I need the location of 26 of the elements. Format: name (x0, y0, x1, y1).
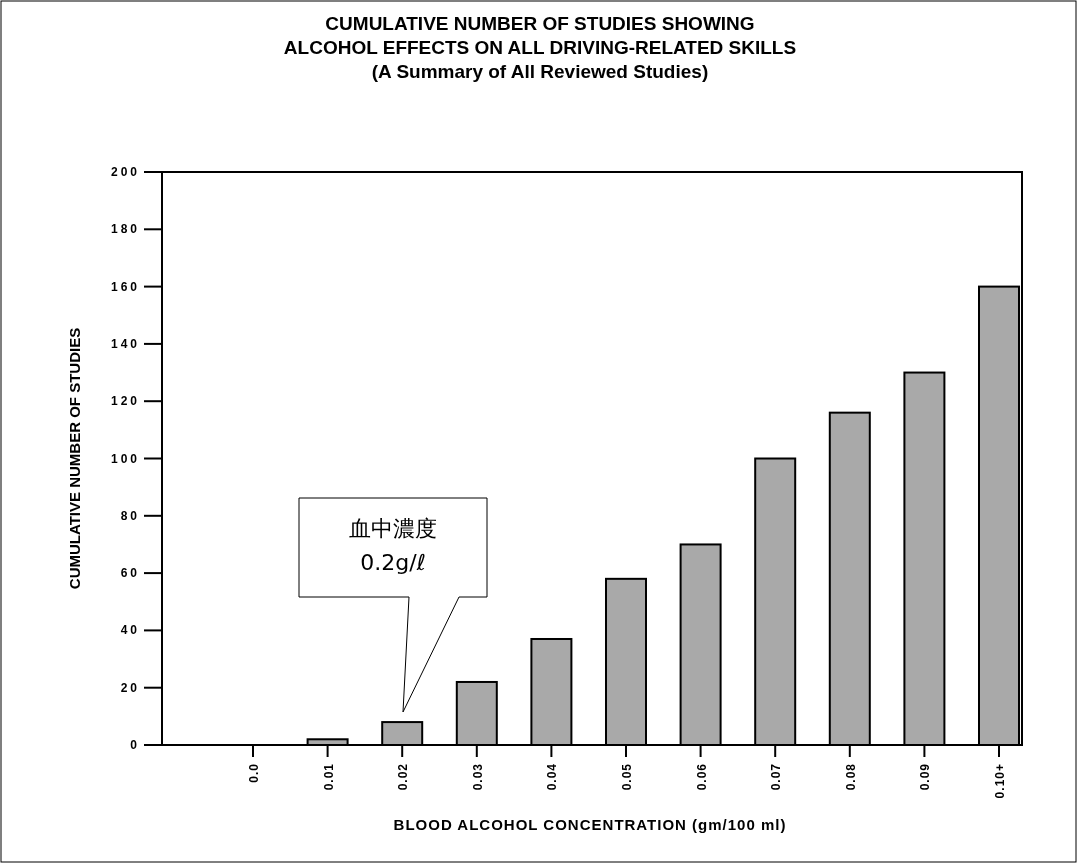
y-tick-label: 140 (110, 336, 140, 351)
x-tick-label: 0.07 (769, 763, 784, 791)
x-tick-label: 0.05 (620, 763, 634, 791)
x-tick-label: 0.02 (396, 763, 411, 791)
x-tick-label: 0.09 (918, 763, 933, 791)
x-tick-label: 0.04 (545, 763, 560, 791)
y-tick-label: 200 (110, 165, 140, 179)
chart-title: CUMULATIVE NUMBER OF STUDIES SHOWING ALCOHOL EFFECTS ON ALL DRIVING-RELATED SKILLS (A Summary of All Reviewed Studies) (283, 13, 797, 82)
y-tick-label: 80 (120, 508, 140, 523)
y-tick-label: 180 (110, 222, 140, 237)
x-tick-label: 0.08 (843, 763, 858, 791)
x-tick-label: 0.0 (247, 763, 261, 783)
x-tick-label: 0.10+ (993, 763, 1007, 799)
y-tick-label: 160 (110, 279, 140, 294)
annotation: 血中濃度 0.2g/ℓ (349, 516, 437, 575)
y-tick-label: 40 (120, 623, 140, 638)
x-tick-label: 0.01 (321, 763, 336, 791)
x-tick-label: 0.06 (694, 763, 709, 791)
y-tick-label: 20 (120, 680, 140, 695)
y-tick-label: 120 (110, 394, 140, 409)
x-axis-title: BLOOD ALCOHOL CONCENTRATION (gm/100 ml) (393, 816, 787, 833)
y-tick-label: 60 (120, 566, 140, 581)
y-tick-label: 0 (130, 738, 140, 752)
x-tick-label: 0.03 (470, 763, 485, 791)
y-axis-title: CUMULATIVE NUMBER OF STUDIES (66, 327, 83, 590)
y-tick-label: 100 (110, 451, 140, 466)
